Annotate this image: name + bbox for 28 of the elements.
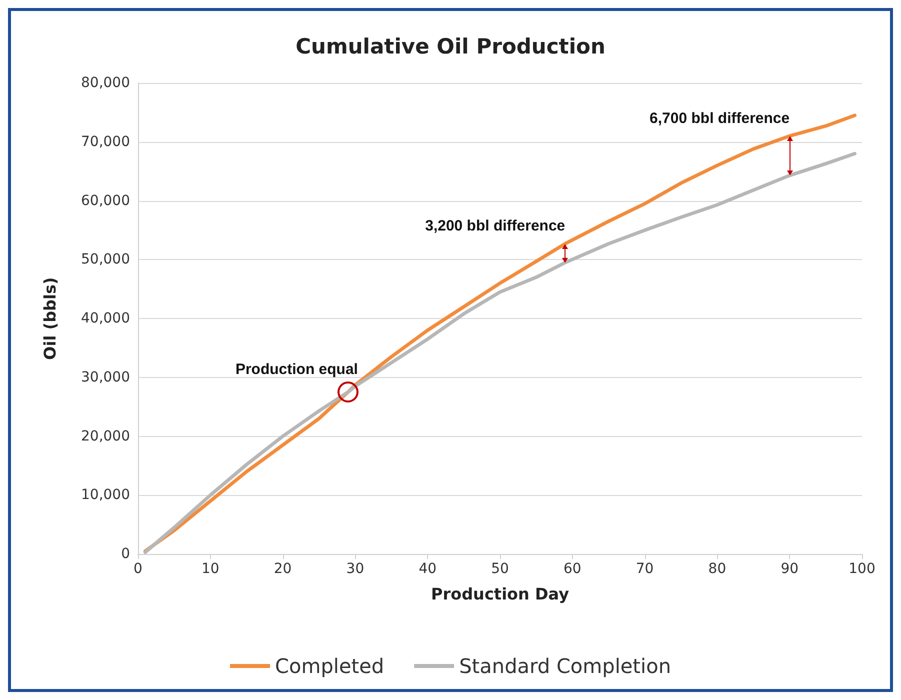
x-tick-label: 40 xyxy=(418,561,437,577)
x-tick-label: 20 xyxy=(274,561,292,577)
y-tick-label: 10,000 xyxy=(81,487,130,504)
y-tick-label: 50,000 xyxy=(81,252,130,268)
x-tick-label: 0 xyxy=(134,561,142,577)
x-tick-label: 70 xyxy=(636,561,654,577)
y-tick-label: 40,000 xyxy=(81,310,130,326)
x-tick-label: 30 xyxy=(346,561,364,577)
x-axis-title: Production Day xyxy=(430,584,570,604)
y-tick-label: 20,000 xyxy=(81,428,130,444)
y-tick-label: 0 xyxy=(121,546,130,562)
legend-label: Standard Completion xyxy=(459,654,671,678)
y-tick-label: 70,000 xyxy=(81,134,130,150)
x-tick-label: 90 xyxy=(780,561,799,577)
legend-label: Completed xyxy=(275,654,384,678)
y-tick-label: 30,000 xyxy=(81,369,130,386)
y-axis-title: Oil (bbls) xyxy=(40,277,60,360)
x-tick-label: 80 xyxy=(708,561,726,577)
x-tick-label: 60 xyxy=(563,561,582,577)
y-tick-label: 80,000 xyxy=(81,75,130,91)
annotation: 3,200 bbl difference xyxy=(425,218,566,235)
annotation: Production equal xyxy=(235,361,358,378)
x-tick-label: 100 xyxy=(848,561,876,577)
x-tick-label: 10 xyxy=(201,561,220,577)
chart-title: Cumulative Oil Production xyxy=(296,34,606,58)
annotation: 6,700 bbl difference xyxy=(650,110,790,127)
y-tick-label: 60,000 xyxy=(81,192,130,209)
x-tick-label: 50 xyxy=(491,561,509,577)
